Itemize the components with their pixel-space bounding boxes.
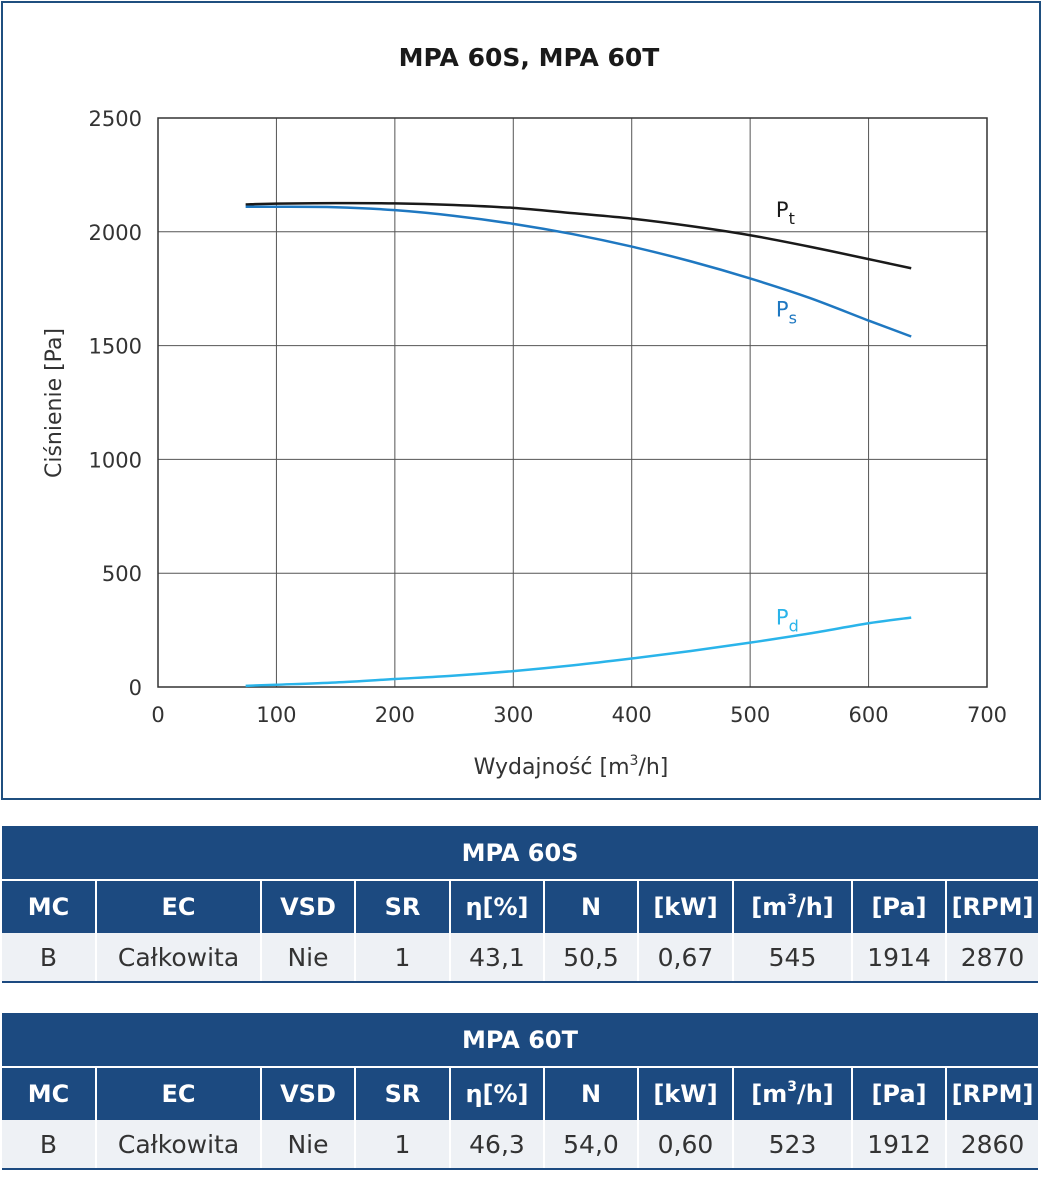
header-n: N [543, 880, 638, 933]
header-airflow: [m3/h] [732, 1067, 852, 1120]
table-title: MPA 60S [2, 826, 1039, 881]
header-pressure: [Pa] [851, 1067, 946, 1120]
series-labels: Pt Ps Pd [776, 198, 799, 635]
axes: 0 100 200 300 400 500 600 700 0 500 1000 1500 2000 25… [89, 107, 1008, 727]
series-label-ps: Ps [776, 297, 797, 327]
cell-vsd: Nie [260, 1120, 355, 1170]
series-label-pd: Pd [776, 606, 799, 636]
spec-table-mpa-60s: MPA 60S MC EC VSD SR η[%] N [kW] [m3/h] … [2, 826, 1039, 983]
cell-airflow: 523 [732, 1120, 852, 1170]
header-power: [kW] [637, 1067, 733, 1120]
spec-table-mpa-60t: MPA 60T MC EC VSD SR η[%] N [kW] [m3/h] … [2, 1013, 1039, 1170]
cell-mc: B [2, 933, 96, 983]
x-tick-label: 200 [375, 703, 415, 727]
x-tick-label: 300 [493, 703, 533, 727]
header-efficiency: η[%] [449, 880, 544, 933]
series-lines [245, 201, 912, 688]
cell-ec: Całkowita [95, 933, 261, 983]
header-mc: MC [2, 880, 96, 933]
x-tick-label: 700 [967, 703, 1007, 727]
chart-panel: MPA 60S, MPA 60T 0 100 200 300 400 500 600 700 0… [1, 1, 1041, 800]
header-sr: SR [354, 1067, 450, 1120]
cell-n: 54,0 [543, 1120, 638, 1170]
y-axis-label: Ciśnienie [Pa] [42, 328, 67, 478]
y-tick-label: 1000 [89, 448, 142, 472]
header-sr: SR [354, 880, 450, 933]
header-efficiency: η[%] [449, 1067, 544, 1120]
y-tick-label: 1500 [89, 335, 142, 359]
header-mc: MC [2, 1067, 96, 1120]
y-tick-label: 500 [102, 562, 142, 586]
cell-pressure: 1912 [851, 1120, 946, 1170]
performance-chart: MPA 60S, MPA 60T 0 100 200 300 400 500 600 7000… [42, 43, 1008, 780]
header-rpm: [RPM] [944, 880, 1039, 933]
x-tick-label: 400 [612, 703, 652, 727]
series-line-pt [245, 201, 912, 270]
cell-vsd: Nie [260, 933, 355, 983]
header-rpm: [RPM] [944, 1067, 1039, 1120]
series-line-pd [245, 616, 912, 688]
cell-power: 0,60 [637, 1120, 733, 1170]
series-label-pt: Pt [776, 198, 795, 228]
grid [158, 118, 987, 687]
cell-sr: 1 [354, 933, 450, 983]
header-pressure: [Pa] [851, 880, 946, 933]
cell-ec: Całkowita [95, 1120, 261, 1170]
cell-efficiency: 43,1 [449, 933, 544, 983]
x-tick-label: 500 [730, 703, 770, 727]
cell-n: 50,5 [543, 933, 638, 983]
series-line-ps [245, 205, 912, 338]
y-tick-label: 2500 [89, 107, 142, 131]
header-vsd: VSD [260, 1067, 355, 1120]
header-ec: EC [95, 880, 261, 933]
cell-mc: B [2, 1120, 96, 1170]
header-airflow: [m3/h] [732, 880, 852, 933]
cell-rpm: 2860 [944, 1120, 1039, 1170]
table-title: MPA 60T [2, 1013, 1039, 1068]
cell-airflow: 545 [732, 933, 852, 983]
header-n: N [543, 1067, 638, 1120]
x-axis-label: Wydajność [m3/h] [474, 753, 669, 780]
header-vsd: VSD [260, 880, 355, 933]
plot-border [157, 117, 988, 688]
cell-rpm: 2870 [944, 933, 1039, 983]
header-ec: EC [95, 1067, 261, 1120]
cell-pressure: 1914 [851, 933, 946, 983]
x-tick-label: 600 [849, 703, 889, 727]
chart-title: MPA 60S, MPA 60T [399, 43, 660, 72]
y-tick-label: 2000 [89, 221, 142, 245]
header-power: [kW] [637, 880, 733, 933]
x-tick-label: 0 [151, 703, 164, 727]
x-tick-label: 100 [256, 703, 296, 727]
y-tick-label: 0 [129, 676, 142, 700]
cell-sr: 1 [354, 1120, 450, 1170]
cell-power: 0,67 [637, 933, 733, 983]
cell-efficiency: 46,3 [449, 1120, 544, 1170]
